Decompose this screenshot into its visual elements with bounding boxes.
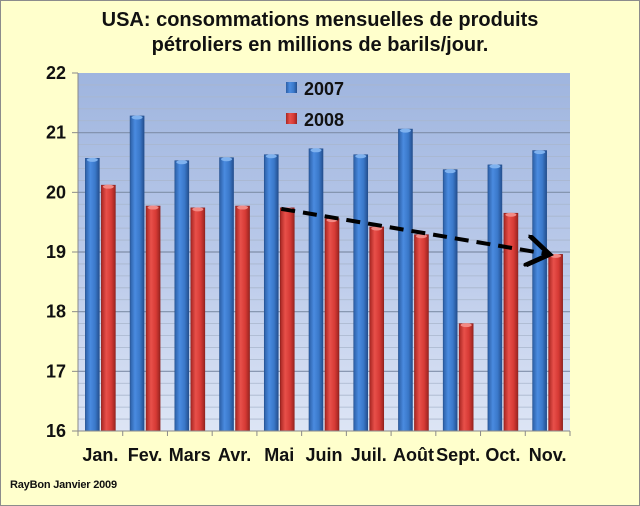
bar-cap [534, 150, 546, 155]
bar-2007-5 [308, 148, 324, 432]
y-tick-label: 21 [46, 123, 66, 143]
bar-cap [237, 205, 249, 210]
bar-2008-9 [503, 212, 519, 432]
bar-2007 [442, 169, 458, 432]
bar-2007-3 [219, 157, 234, 432]
bar-2008-0 [101, 184, 116, 432]
bar-cap [399, 128, 411, 133]
bar-2008 [235, 205, 250, 432]
bar-2008 [101, 184, 116, 432]
bar-cap [310, 148, 322, 153]
bar-cap [102, 184, 114, 189]
x-category-label: Avr. [218, 445, 251, 465]
trend-arrow [280, 206, 549, 255]
y-tick-label: 22 [46, 63, 66, 83]
bar-cap [355, 154, 367, 159]
legend-item-2007: 2007 [286, 79, 344, 99]
bar-cap [265, 154, 277, 159]
bar-2007 [129, 115, 145, 432]
bar-cap [460, 323, 472, 328]
bar-2008-7 [414, 234, 429, 432]
bar-2007-4 [263, 154, 279, 432]
y-tick-label: 19 [46, 242, 66, 262]
x-category-label: Jan. [82, 445, 118, 465]
chart-title-line-1: USA: consommations mensuelles de produit… [101, 9, 539, 31]
chart-title-line-2: pétroliers en millions de barils/jour. [151, 34, 489, 56]
bar-2008-4 [279, 207, 295, 432]
chart-title: USA: consommations mensuelles de produit… [0, 8, 640, 58]
bar-cap [86, 157, 98, 162]
bar-cap [176, 160, 188, 165]
legend-label-2008: 2008 [304, 110, 344, 130]
bar-cap [505, 212, 517, 217]
bar-2007-9 [487, 164, 503, 432]
bar-2008-5 [324, 218, 340, 432]
x-category-label: Mars [169, 445, 211, 465]
bar-2007 [219, 157, 234, 432]
bar-2007-7 [398, 128, 413, 432]
y-tick-label: 17 [46, 361, 66, 381]
bar-2007 [308, 148, 324, 432]
bar-cap [131, 115, 143, 120]
x-category-label: Août [393, 445, 434, 465]
legend-label-2007: 2007 [304, 79, 344, 99]
x-axis-labels: Jan. Fev. Mars Avr. Mai Juin Juil. Août Sept. Oct… [82, 445, 566, 465]
bar-cap [221, 157, 233, 162]
bar-cap [415, 234, 427, 239]
x-category-label: Oct. [485, 445, 520, 465]
bar-2008 [324, 218, 340, 432]
y-axis-ticks: 16 17 18 19 20 21 22 [46, 63, 78, 441]
bar-2007 [353, 154, 369, 432]
bar-cap [444, 169, 456, 174]
bar-2008-2 [190, 207, 206, 432]
bar-2008 [458, 323, 474, 432]
bar-2008 [548, 254, 563, 432]
bar-2008-10 [548, 253, 563, 432]
bar-2008 [190, 207, 206, 432]
bar-2008 [414, 234, 429, 432]
y-tick-label: 18 [46, 302, 66, 322]
bar-2007-8 [442, 169, 458, 432]
bar-2008 [279, 207, 295, 432]
y-tick-label: 16 [46, 421, 66, 441]
legend-item-2008: 2008 [286, 110, 344, 130]
bar-2007 [174, 160, 190, 432]
x-category-label: Juin [305, 445, 342, 465]
bar-2007-0 [85, 157, 100, 432]
bar-2007-10 [532, 150, 547, 432]
bar-2007-1 [129, 115, 145, 432]
bar-cap [489, 164, 501, 169]
bar-cap [550, 253, 562, 258]
bar-2008-3 [235, 205, 250, 432]
credit-text: RayBon Janvier 2009 [10, 479, 117, 491]
bar-2007-2 [174, 160, 190, 432]
bar-2007 [487, 164, 503, 432]
legend-swatch-2008 [286, 113, 297, 124]
y-tick-label: 20 [46, 182, 66, 202]
x-category-label: Sept. [436, 445, 480, 465]
bar-2007 [263, 154, 279, 432]
bar-cap [147, 205, 159, 210]
bar-2008-8 [458, 323, 474, 432]
bar-2007 [398, 128, 413, 432]
x-category-label: Mai [264, 445, 294, 465]
x-category-label: Nov. [529, 445, 567, 465]
bar-2007-6 [353, 154, 369, 432]
x-category-label: Juil. [351, 445, 387, 465]
legend-swatch-2007 [286, 82, 297, 93]
bar-2007 [85, 158, 100, 432]
bar-cap [192, 207, 204, 212]
x-category-label: Fev. [128, 445, 163, 465]
bar-2008 [145, 205, 161, 432]
bar-2008-6 [369, 226, 385, 432]
bar-2008 [369, 226, 385, 432]
bars [85, 115, 563, 432]
legend: 2007 2008 [286, 79, 344, 130]
bar-2008-1 [145, 205, 161, 432]
bar-2007 [532, 150, 547, 432]
